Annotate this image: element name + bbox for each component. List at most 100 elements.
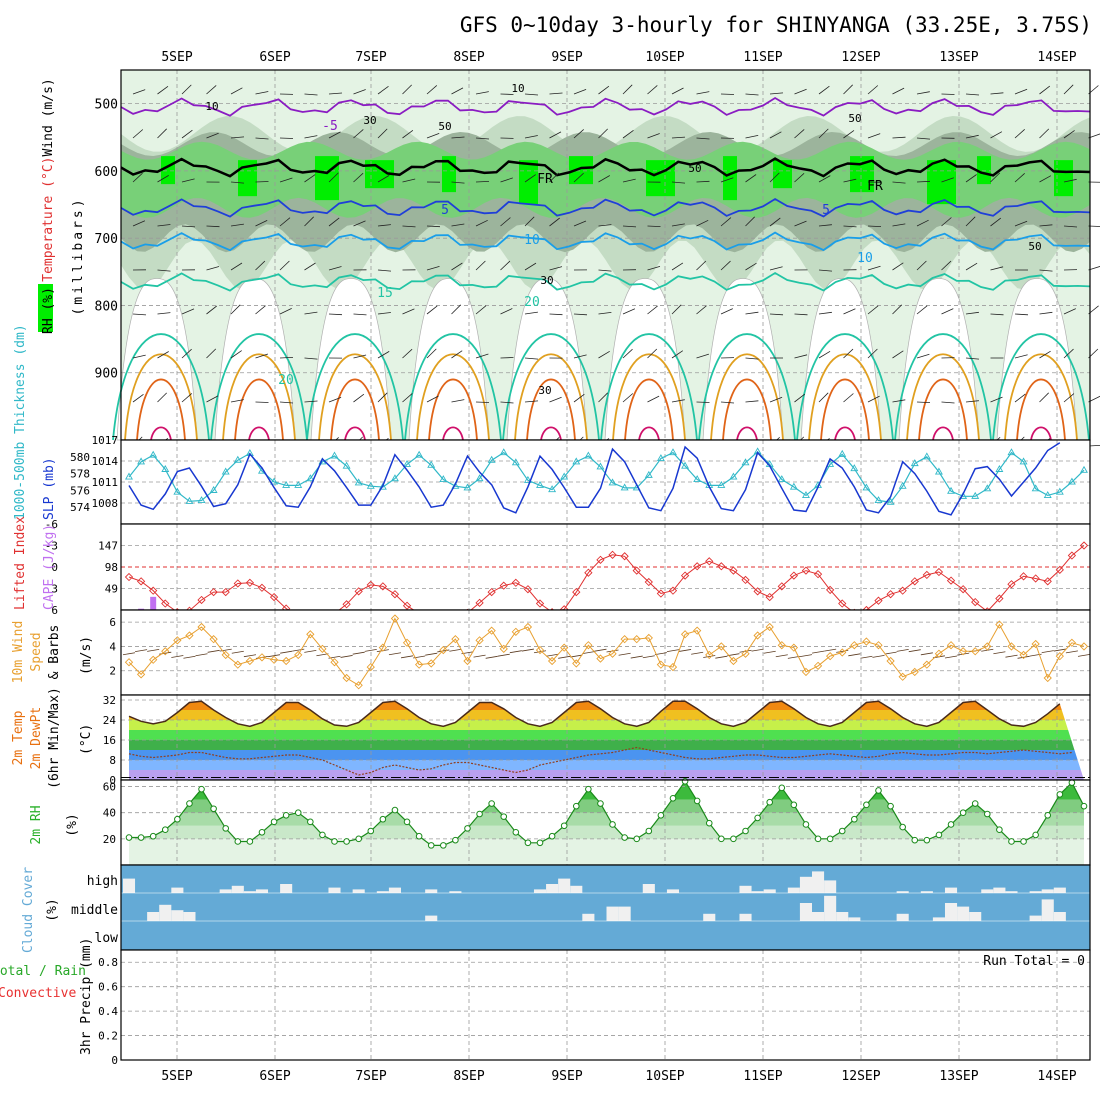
upper-wind-barb <box>132 313 147 316</box>
surface-wind-barb <box>292 648 305 652</box>
isotherm-0 <box>120 157 1091 178</box>
rh2m-point <box>270 818 278 826</box>
thickness-point <box>197 496 206 504</box>
thickness-point <box>584 451 593 459</box>
rh2m-point <box>875 787 882 794</box>
temp-tick-32: 32 <box>103 694 116 707</box>
cloud-middle-bar <box>739 913 752 921</box>
wind-axis-label-2-part: Speed <box>29 632 44 671</box>
run-total-label: Run Total = 0 <box>983 954 1085 969</box>
upper-wind-barb <box>304 311 318 315</box>
upper-wind-barb <box>990 92 1004 95</box>
upper-wind-barb <box>965 400 979 403</box>
rh2m-point <box>294 809 302 816</box>
upper-wind-barb <box>696 260 707 271</box>
upper-wind-barb <box>892 223 906 227</box>
isotherm-25 <box>1004 353 1078 441</box>
li-point <box>342 600 351 609</box>
li-point <box>390 590 400 599</box>
top-day-label-12SEP: 12SEP <box>841 50 880 65</box>
rh-contour-label: 30 <box>540 274 553 287</box>
upper-wind-barb <box>181 225 196 228</box>
upper-wind-barb <box>451 181 465 184</box>
wind-speed-point <box>862 637 871 646</box>
thickness-point <box>560 472 569 480</box>
li-point <box>620 552 629 561</box>
li-point <box>197 595 206 605</box>
li-point <box>934 567 944 577</box>
top-day-label-11SEP: 11SEP <box>743 50 782 65</box>
li-point <box>693 562 702 571</box>
wind-tick-2: 2 <box>109 665 116 678</box>
cloud-middle-bar <box>1029 915 1042 921</box>
rh2m-point <box>464 825 471 832</box>
surface-wind-barb <box>1041 650 1054 654</box>
surface-wind-barb <box>473 654 486 658</box>
li-point <box>753 587 762 596</box>
wind-speed-point <box>983 642 992 651</box>
upper-wind-barb <box>500 217 511 227</box>
surface-wind-barb <box>679 649 692 652</box>
upper-wind-barb <box>622 393 634 403</box>
upper-wind-barb <box>500 401 514 404</box>
thickness-point <box>415 450 424 458</box>
rh2m-point <box>1032 831 1039 839</box>
upper-wind-barb <box>255 220 268 227</box>
cloud-high-bar <box>171 887 184 893</box>
rh2m-point <box>198 785 205 793</box>
surface-wind-barb <box>509 650 522 654</box>
pressure-tick-800: 800 <box>95 299 118 314</box>
thickness-point <box>427 460 436 468</box>
upper-wind-barb <box>132 89 146 95</box>
wind-speed-point <box>463 656 472 666</box>
thickness-point <box>910 459 919 467</box>
thickness-point <box>922 452 931 460</box>
wind-speed-point <box>475 636 484 645</box>
rh2m-point <box>826 835 834 843</box>
temp-series <box>128 700 1061 728</box>
wind-speed-point <box>136 670 146 679</box>
wind-axis-label-3-part: & Barbs <box>47 625 62 680</box>
wind-speed-point <box>402 638 412 647</box>
surface-wind-barb <box>630 655 643 659</box>
upper-wind-barb <box>255 137 269 140</box>
temp-tick-0: 0 <box>109 774 116 787</box>
upper-wind-barb <box>304 174 316 183</box>
rh2m-point <box>548 832 556 840</box>
li-point <box>209 587 218 597</box>
upper-wind-barb <box>230 399 244 403</box>
surface-wind-barb <box>957 652 970 656</box>
surface-wind-barb <box>993 651 1006 655</box>
rh2m-point <box>585 785 592 793</box>
temp-band <box>129 770 1084 780</box>
rh2m-point <box>657 812 665 819</box>
upper-wind-barb <box>157 351 169 359</box>
upper-wind-barb <box>916 305 928 315</box>
isotherm-35 <box>932 426 954 441</box>
thickness-point <box>1031 484 1040 492</box>
thickness-point <box>511 458 520 466</box>
upper-wind-barb <box>157 128 167 139</box>
rh2m-point <box>947 821 955 828</box>
upper-wind-barb <box>549 92 563 95</box>
upper-wind-barb <box>990 172 1001 183</box>
li-point <box>475 598 484 607</box>
isotherm-25 <box>514 353 588 441</box>
temp-axis-label-3-part: (6hr Min/Max) <box>47 687 62 789</box>
bottom-day-label-5SEP: 5SEP <box>161 1069 192 1084</box>
isotherm-20 <box>210 333 308 441</box>
li-point <box>1055 565 1064 575</box>
thickness-point <box>439 475 448 483</box>
thickness-point <box>475 474 484 482</box>
li-point <box>402 601 412 610</box>
rh-contour-label: 30 <box>363 114 376 127</box>
bottom-day-label-6SEP: 6SEP <box>259 1069 290 1084</box>
isotherm-35 <box>1030 426 1052 441</box>
thickness-point <box>463 483 472 491</box>
upper-wind-barb <box>475 181 490 183</box>
thickness-tick-580: 580 <box>70 451 90 464</box>
wind-speed-point <box>910 667 919 677</box>
temp-band <box>129 760 1084 770</box>
slp-series <box>128 442 1061 516</box>
